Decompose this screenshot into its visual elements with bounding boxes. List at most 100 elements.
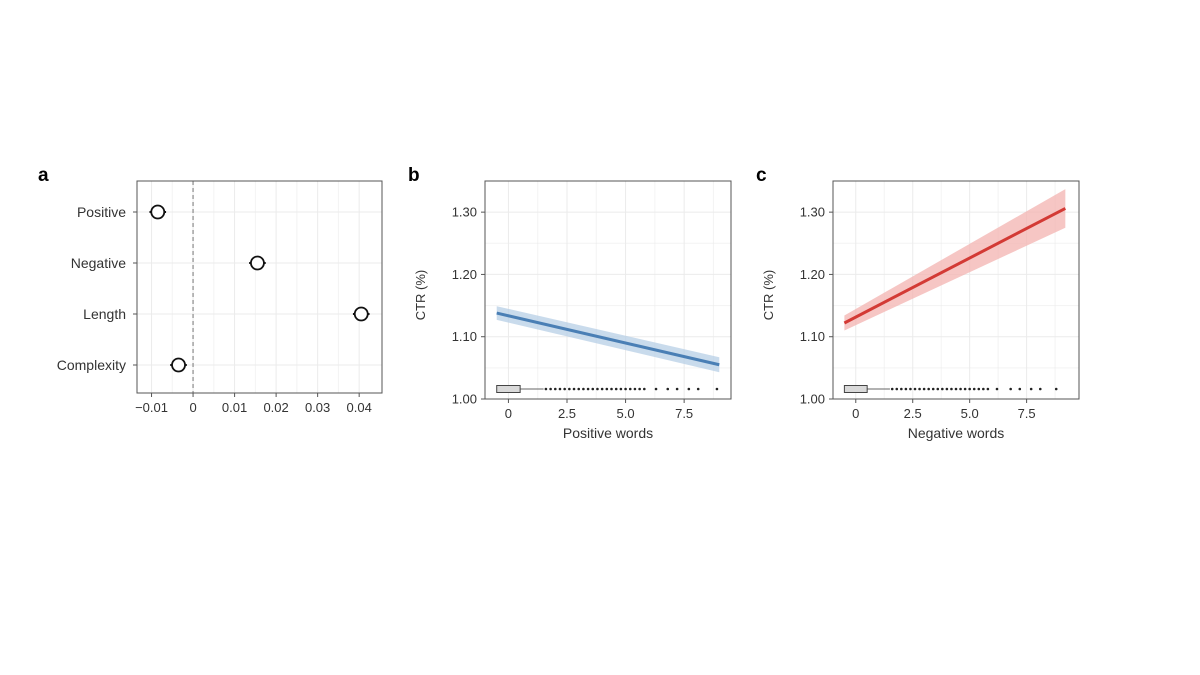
point-estimate-complexity [171,357,186,373]
x-tick-label: 7.5 [675,406,693,421]
distribution-point [1018,387,1022,391]
distribution-point [643,387,646,391]
category-label-positive: Positive [77,204,126,220]
distribution-point [577,387,581,391]
y-tick-label: 1.30 [452,205,477,220]
distribution-point [586,387,590,391]
distribution-point [927,387,930,391]
category-label-complexity: Complexity [57,357,126,373]
y-tick-label: 1.20 [800,267,825,282]
boxplot-box [496,385,521,393]
x-tick-label: 2.5 [904,406,922,421]
y-tick-label: 1.10 [800,329,825,344]
fitted-line [843,207,1067,325]
panel-c-negative-words-plot: 1.00 1.10 1.20 1.30 0 2.5 5.0 7.5 Negative words… [761,180,1080,441]
category-label-length: Length [83,306,126,322]
distribution-point [572,387,576,391]
distribution-point [696,387,700,391]
distribution-point [675,387,679,391]
distribution-point [596,387,599,391]
distribution-point [563,387,566,391]
distribution-point [913,387,917,391]
panel-b-positive-words-plot: 1.00 1.10 1.20 1.30 0 2.5 5.0 7.5 Positive words… [413,180,732,441]
plot-frame [484,180,732,400]
y-axis-title: CTR (%) [413,270,428,321]
distribution-point [624,387,627,391]
distribution-point [909,387,912,391]
distribution-point [591,387,595,391]
distribution-point [582,387,585,391]
plot-frame [832,180,1080,400]
category-label-negative: Negative [71,255,126,271]
distribution-point [972,387,976,391]
fitted-line [496,311,720,367]
distribution-point [1009,387,1012,391]
x-tick-label: 5.0 [961,406,979,421]
distribution-point [553,387,557,391]
distribution-point [904,387,908,391]
distribution-point [954,387,958,391]
panel-label-c: c [756,165,767,186]
distribution-point [619,387,623,391]
panel-label-a: a [38,165,49,186]
distribution-point [995,387,999,391]
distribution-point [968,387,971,391]
distribution-point [687,387,691,391]
distribution-point [1029,387,1033,391]
distribution-point [895,387,899,391]
x-tick-label: 0 [852,406,859,421]
distribution-point [931,387,935,391]
distribution-point [1054,387,1058,391]
boxplot-box [843,385,868,393]
distribution-point [890,387,894,391]
distribution-point [544,387,548,391]
x-axis-title: Negative words [908,425,1005,441]
distribution-point [568,387,571,391]
distribution-point [963,387,967,391]
x-tick-label: 0.02 [263,400,288,415]
distribution-point [977,387,981,391]
y-tick-label: 1.00 [452,392,477,407]
confidence-band [844,189,1066,331]
distribution-point [1038,387,1042,391]
distribution-point [900,387,903,391]
distribution-point [922,387,926,391]
panel-a-coefficient-plot: Positive Negative Length Complexity −0.01 0 0.… [57,180,383,415]
distribution-point [558,387,562,391]
distribution-point [638,387,641,391]
distribution-point [936,387,940,391]
y-tick-label: 1.10 [452,329,477,344]
x-tick-label: 7.5 [1018,406,1036,421]
distribution-point [715,387,719,391]
distribution-point [633,387,637,391]
x-tick-label: −0.01 [135,400,168,415]
y-tick-label: 1.00 [800,392,825,407]
distribution-point [918,387,921,391]
distribution-point [986,387,990,391]
point-estimate-negative [250,255,265,271]
distribution-point [654,387,658,391]
distribution-point [941,387,944,391]
x-tick-label: 0 [189,400,196,415]
distribution-point [959,387,962,391]
point-estimate-length [353,306,369,322]
y-tick-label: 1.30 [800,205,825,220]
x-tick-label: 0 [505,406,512,421]
x-tick-label: 0.01 [222,400,247,415]
x-tick-label: 0.04 [347,400,372,415]
distribution-point [549,387,552,391]
plot-frame [136,180,383,394]
distribution-point [610,387,613,391]
y-tick-label: 1.20 [452,267,477,282]
distribution-point [666,387,670,391]
x-tick-label: 0.03 [305,400,330,415]
point-estimate-positive [150,204,166,220]
panel-label-b: b [408,165,420,186]
distribution-point [600,387,604,391]
distribution-point [614,387,618,391]
distribution-point [950,387,953,391]
distribution-point [982,387,985,391]
y-axis-title: CTR (%) [761,270,776,321]
x-tick-label: 2.5 [558,406,576,421]
